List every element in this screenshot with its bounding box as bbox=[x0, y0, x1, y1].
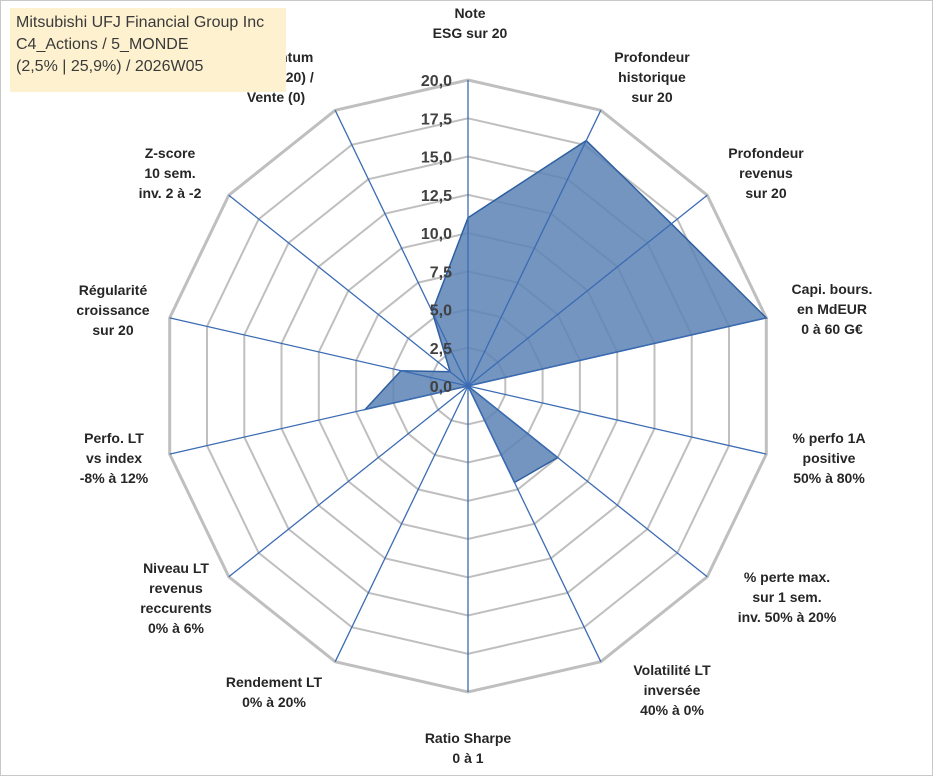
tick-label: 2,5 bbox=[430, 341, 452, 358]
axis-labels: Note ESG sur 20 Profondeur historique sur 20… bbox=[76, 5, 872, 766]
axis-label-line: Z-score bbox=[145, 145, 196, 161]
tick-label: 5,0 bbox=[430, 303, 452, 320]
axis-label-line: % perfo 1A bbox=[792, 430, 865, 446]
axis-label-line: Profondeur bbox=[614, 49, 690, 65]
axis-label-line: sur 20 bbox=[92, 322, 133, 338]
axis-label: Capi. bours. en MdEUR 0 à 60 G€ bbox=[792, 281, 873, 337]
spoke-line bbox=[228, 194, 469, 387]
axis-label: Rendement LT 0% à 20% bbox=[226, 674, 323, 710]
spoke-line bbox=[467, 194, 708, 387]
tick-label: 20,0 bbox=[421, 73, 452, 90]
spoke-line bbox=[467, 317, 767, 387]
axis-label-line: vs index bbox=[86, 450, 142, 466]
axis-label-line: -8% à 12% bbox=[80, 470, 149, 486]
axis-label-line: 10 sem. bbox=[144, 165, 195, 181]
axis-label: Volatilité LT inversée 40% à 0% bbox=[633, 662, 711, 718]
axis-label-line: en MdEUR bbox=[797, 301, 867, 317]
axis-label: Z-score 10 sem. inv. 2 à -2 bbox=[139, 145, 202, 201]
axis-label: Note ESG sur 20 bbox=[433, 5, 508, 41]
axis-label-line: 0% à 20% bbox=[242, 694, 306, 710]
axis-label: Régularité croissance sur 20 bbox=[76, 282, 149, 338]
axis-label-line: sur 1 sem. bbox=[752, 589, 821, 605]
tick-label: 7,5 bbox=[430, 264, 452, 281]
spokes bbox=[169, 80, 767, 692]
axis-label-line: inv. 2 à -2 bbox=[139, 185, 202, 201]
axis-label: Profondeur revenus sur 20 bbox=[728, 145, 804, 201]
spoke-line bbox=[169, 317, 469, 387]
axis-label-line: croissance bbox=[76, 302, 149, 318]
axis-label: Profondeur historique sur 20 bbox=[614, 49, 690, 105]
axis-label: Ratio Sharpe 0 à 1 bbox=[425, 730, 512, 766]
axis-label-line: sur 20 bbox=[745, 185, 786, 201]
title-category: C4_Actions / 5_MONDE bbox=[16, 36, 189, 53]
axis-label-line: revenus bbox=[739, 165, 793, 181]
axis-label-line: inv. 50% à 20% bbox=[738, 609, 837, 625]
title-company: Mitsubishi UFJ Financial Group Inc bbox=[16, 14, 265, 31]
axis-label: % perte max. sur 1 sem. inv. 50% à 20% bbox=[738, 569, 837, 625]
title-stats: (2,5% | 25,9%) / 2026W05 bbox=[16, 58, 204, 75]
axis-label-line: 0 à 1 bbox=[452, 750, 483, 766]
tick-label: 15,0 bbox=[421, 150, 452, 167]
spoke-line bbox=[467, 110, 602, 387]
axis-label-line: Ratio Sharpe bbox=[425, 730, 512, 746]
axis-label-line: ESG sur 20 bbox=[433, 25, 508, 41]
tick-label: 0,0 bbox=[430, 379, 452, 396]
axis-label-line: revenus bbox=[149, 580, 203, 596]
axis-label-line: sur 20 bbox=[631, 89, 672, 105]
spoke-line bbox=[334, 110, 469, 387]
spoke-line bbox=[169, 385, 469, 455]
axis-label-line: 0 à 60 G€ bbox=[801, 321, 863, 337]
axis-label-line: 40% à 0% bbox=[640, 702, 704, 718]
axis-label: % perfo 1A positive 50% à 80% bbox=[792, 430, 865, 486]
axis-label-line: 50% à 80% bbox=[793, 470, 865, 486]
tick-label: 17,5 bbox=[421, 111, 452, 128]
axis-label-line: % perte max. bbox=[744, 569, 830, 585]
axis-label-line: Niveau LT bbox=[143, 560, 209, 576]
axis-label-line: Profondeur bbox=[728, 145, 804, 161]
axis-label-line: Capi. bours. bbox=[792, 281, 873, 297]
tick-label: 10,0 bbox=[421, 226, 452, 243]
axis-label: Niveau LT revenus reccurents 0% à 6% bbox=[140, 560, 212, 636]
axis-label-line: Volatilité LT bbox=[633, 662, 711, 678]
axis-label-line: reccurents bbox=[140, 600, 212, 616]
axis-label-line: Vente (0) bbox=[247, 89, 305, 105]
spoke-line bbox=[467, 385, 602, 662]
tick-label: 12,5 bbox=[421, 188, 452, 205]
axis-label-line: Note bbox=[454, 5, 485, 21]
axis-label-line: positive bbox=[803, 450, 856, 466]
spoke-line bbox=[228, 385, 469, 578]
axis-label-line: Rendement LT bbox=[226, 674, 323, 690]
spoke-line bbox=[334, 385, 469, 662]
tick-labels: 0,0 2,5 5,0 7,5 10,0 12,5 15,0 17,5 20,0 bbox=[421, 73, 452, 396]
axis-label: Perfo. LT vs index -8% à 12% bbox=[80, 430, 149, 486]
axis-label-line: 0% à 6% bbox=[148, 620, 205, 636]
spoke-line bbox=[467, 385, 708, 578]
axis-label-line: Régularité bbox=[79, 282, 148, 298]
spoke-line bbox=[467, 385, 767, 455]
axis-label-line: inversée bbox=[644, 682, 701, 698]
title-box: Mitsubishi UFJ Financial Group Inc C4_Ac… bbox=[10, 8, 286, 92]
axis-label-line: historique bbox=[618, 69, 686, 85]
axis-label-line: Perfo. LT bbox=[84, 430, 144, 446]
